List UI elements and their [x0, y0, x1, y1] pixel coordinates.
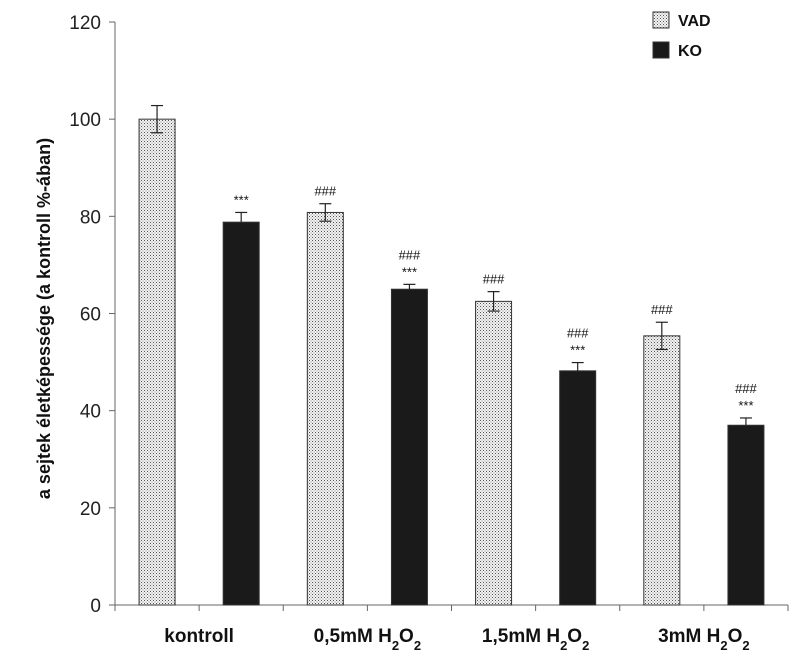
legend-swatch-ko [652, 41, 670, 59]
x-category-label: 1,5mM H2O2 [482, 626, 589, 653]
bar-vad-2 [475, 300, 513, 606]
bars: *** ### *** ### ### *** ### ### *** ### [138, 104, 765, 606]
significance-mark: ### [399, 247, 421, 262]
y-tick-label: 80 [80, 207, 101, 228]
bar-ko-2 [559, 370, 597, 606]
y-tick-label: 20 [80, 499, 101, 520]
x-category-label: 0,5mM H2O2 [314, 626, 421, 653]
y-tick-label: 0 [90, 596, 101, 617]
significance-mark: ### [651, 302, 673, 317]
legend-label-vad: VAD [678, 13, 711, 30]
bar-ko-1 [390, 288, 428, 606]
bar-ko-3 [727, 424, 765, 606]
bar-vad-0 [138, 118, 176, 606]
y-tick-label: 120 [69, 13, 101, 34]
significance-mark: ### [483, 272, 505, 287]
significance-mark: ### [735, 381, 757, 396]
significance-mark: *** [738, 398, 753, 413]
axes: 0 20 40 60 80 100 120 a sejtek életképessége (a… [34, 13, 789, 653]
significance-mark: *** [234, 192, 249, 207]
legend-swatch-vad [652, 11, 670, 29]
significance-mark: *** [570, 343, 585, 358]
y-axis-label: a sejtek életképessége (a kontroll %-ába… [34, 138, 54, 499]
y-tick-label: 60 [80, 305, 101, 326]
significance-mark: *** [402, 264, 417, 279]
legend: VAD KO [652, 11, 711, 60]
significance-mark: ### [314, 184, 336, 199]
y-tick-label: 100 [69, 110, 101, 131]
legend-label-ko: KO [678, 43, 702, 60]
y-tick-label: 40 [80, 402, 101, 423]
significance-mark: ### [567, 326, 589, 341]
bar-vad-1 [306, 211, 344, 606]
x-category-label: 3mM H2O2 [658, 626, 750, 653]
bar-vad-3 [643, 335, 681, 606]
x-category-label: kontroll [164, 626, 234, 647]
bar-ko-0 [222, 221, 260, 606]
